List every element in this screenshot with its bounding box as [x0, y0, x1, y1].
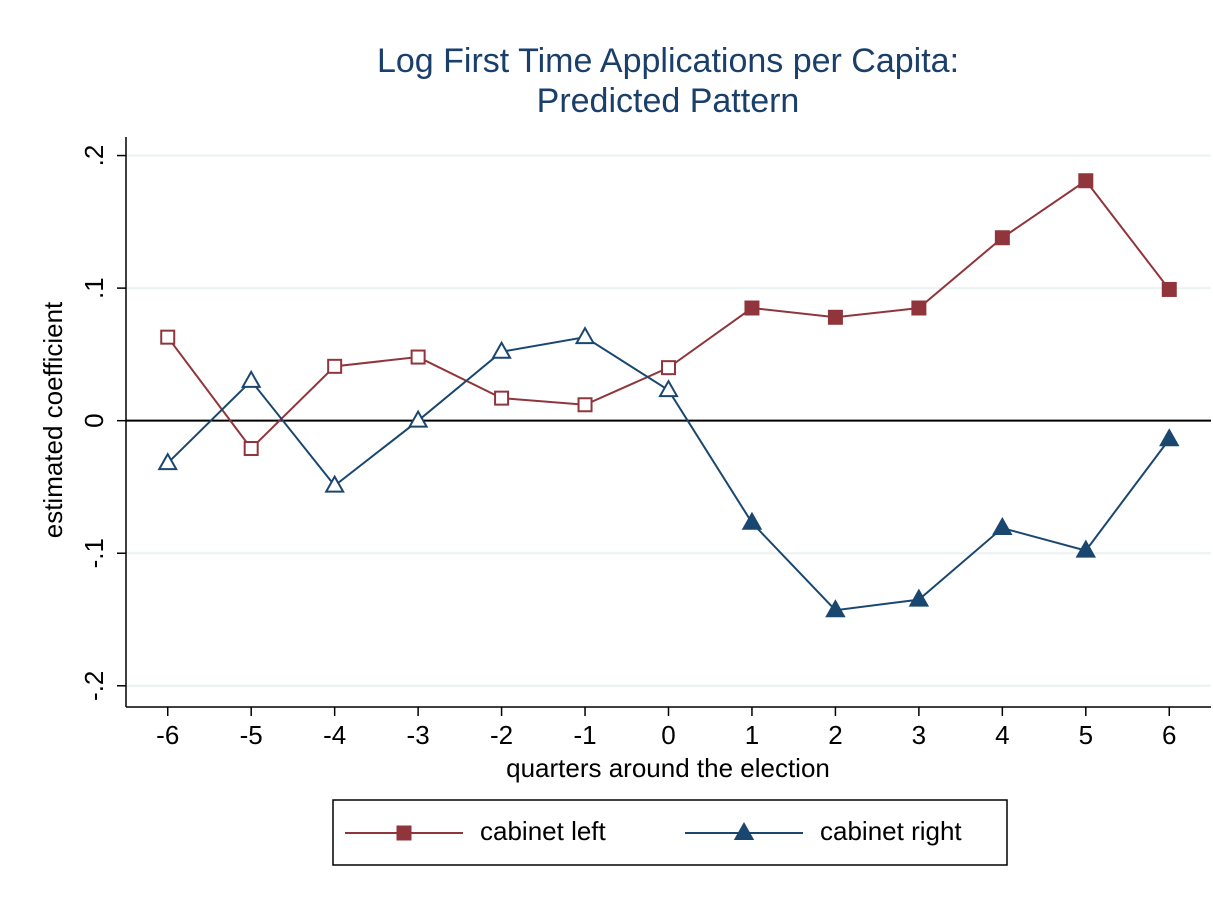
- y-axis-label: estimated coefficient: [38, 301, 68, 538]
- legend-marker: [396, 825, 412, 841]
- marker: [1161, 281, 1177, 297]
- y-tick-label: .2: [79, 145, 109, 167]
- marker: [744, 300, 760, 316]
- marker: [160, 329, 176, 345]
- x-tick-label: 1: [745, 720, 759, 750]
- y-tick-label: 0: [79, 413, 109, 427]
- x-tick-label: 0: [661, 720, 675, 750]
- legend-label: cabinet left: [480, 816, 607, 846]
- chart-title: Log First Time Applications per Capita:: [377, 42, 959, 80]
- marker: [911, 300, 927, 316]
- x-tick-label: -4: [323, 720, 346, 750]
- marker: [240, 369, 262, 388]
- marker: [157, 452, 178, 471]
- marker: [741, 511, 763, 530]
- marker: [994, 230, 1010, 246]
- x-tick-label: -2: [490, 720, 513, 750]
- marker: [1075, 539, 1097, 558]
- marker: [577, 397, 593, 413]
- legend-label: cabinet right: [820, 816, 962, 846]
- marker: [658, 379, 679, 398]
- marker: [327, 358, 343, 374]
- x-tick-label: -6: [156, 720, 179, 750]
- marker: [324, 474, 345, 493]
- x-tick-label: 3: [912, 720, 926, 750]
- x-tick-label: -5: [240, 720, 263, 750]
- marker: [1159, 428, 1180, 447]
- marker: [661, 360, 676, 376]
- y-tick-label: .1: [79, 277, 109, 299]
- x-tick-label: 2: [828, 720, 842, 750]
- x-tick-label: 5: [1079, 720, 1093, 750]
- legend-marker: [733, 821, 755, 840]
- marker: [908, 588, 930, 607]
- marker: [410, 349, 426, 365]
- x-tick-label: 4: [995, 720, 1009, 750]
- x-axis-label: quarters around the election: [506, 753, 830, 783]
- marker: [992, 517, 1013, 536]
- marker: [825, 599, 846, 618]
- marker: [1078, 173, 1094, 189]
- x-tick-label: -3: [407, 720, 430, 750]
- marker: [827, 309, 843, 325]
- marker: [574, 326, 596, 345]
- marker: [494, 390, 510, 406]
- y-tick-label: -.2: [79, 671, 109, 701]
- y-tick-label: -.1: [79, 538, 109, 568]
- x-tick-label: 6: [1162, 720, 1176, 750]
- marker: [407, 409, 429, 428]
- chart-title: Predicted Pattern: [537, 82, 800, 120]
- marker: [243, 441, 259, 457]
- x-tick-label: -1: [573, 720, 596, 750]
- marker: [491, 340, 512, 359]
